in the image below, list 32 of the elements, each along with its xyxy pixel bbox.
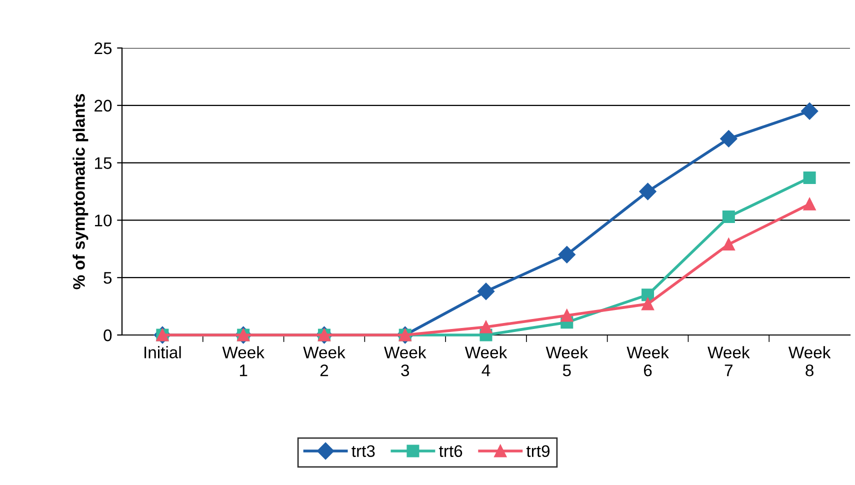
point xyxy=(642,298,654,310)
x-tick-label: Week 1 xyxy=(222,346,265,376)
point xyxy=(560,309,574,322)
y-axis-title: % of symptomatic plants xyxy=(72,94,88,290)
x-tick-label: Week 6 xyxy=(626,346,669,376)
x-tick-label: Week 7 xyxy=(708,346,750,376)
point xyxy=(642,288,654,302)
legend-label: trt9 xyxy=(526,445,550,458)
point xyxy=(803,171,816,184)
y-tick-label: 0 xyxy=(104,329,112,342)
x-tick-label: Week 4 xyxy=(464,346,508,376)
y-tick-label: 5 xyxy=(104,272,112,284)
point xyxy=(477,282,495,300)
x-tick-label: Week 3 xyxy=(384,346,426,376)
legend-label: trt6 xyxy=(439,445,462,458)
y-tick-label: 15 xyxy=(95,157,112,170)
point xyxy=(722,210,735,224)
y-tick-label: 20 xyxy=(94,100,112,112)
legend-label: trt3 xyxy=(352,445,375,458)
x-tick-label: Week 2 xyxy=(303,346,346,376)
x-tick-label: Week 5 xyxy=(546,346,588,376)
point xyxy=(722,238,735,251)
point xyxy=(558,246,576,264)
point xyxy=(803,198,816,210)
x-tick-label: Initial xyxy=(144,346,181,358)
y-tick-label: 25 xyxy=(94,42,112,54)
point xyxy=(480,320,492,334)
y-tick-label: 10 xyxy=(95,214,112,226)
point xyxy=(639,182,656,200)
point xyxy=(720,130,738,148)
point xyxy=(801,102,818,120)
x-tick-label: Week 8 xyxy=(788,346,831,376)
